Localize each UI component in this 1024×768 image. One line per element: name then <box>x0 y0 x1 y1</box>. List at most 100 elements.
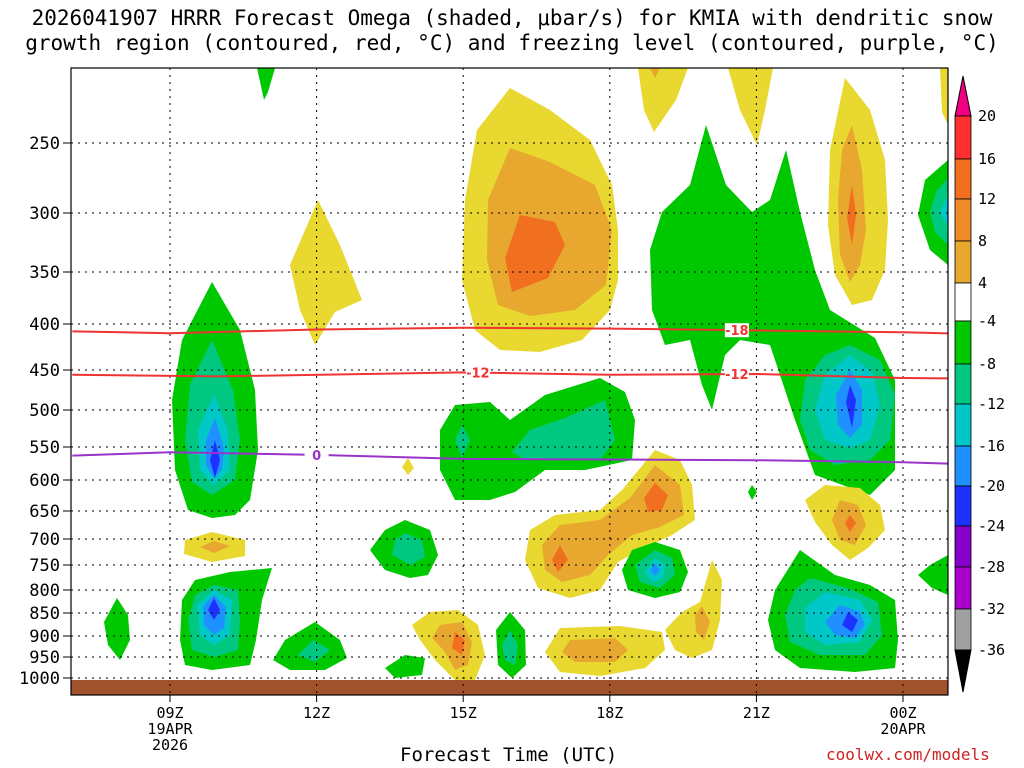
y-tick-label: 300 <box>29 204 60 224</box>
contour-label: -12 <box>466 367 490 382</box>
y-tick-label: 600 <box>29 471 60 491</box>
x-tick-sublabel: 2026 <box>152 736 188 754</box>
colorbar-label: -28 <box>978 558 1005 576</box>
plot-frame <box>70 67 949 696</box>
colorbar-band <box>954 608 972 651</box>
colorbar-label: -32 <box>978 600 1005 618</box>
contour-label: 0 <box>312 449 321 464</box>
y-tick-label: 400 <box>29 315 60 335</box>
omega-blob <box>562 638 628 662</box>
y-tick-label: 700 <box>29 530 60 550</box>
omega-blob <box>644 483 668 512</box>
omega-blob <box>402 458 414 475</box>
colorbar-band <box>954 320 972 365</box>
omega-blob <box>208 598 220 620</box>
omega-blob <box>290 200 362 345</box>
omega-blob <box>930 178 948 245</box>
colorbar-label: 20 <box>978 107 996 125</box>
x-tick-sublabel: 20APR <box>880 720 926 738</box>
colorbar-band <box>954 198 972 242</box>
x-tick-label: 15Z <box>450 704 477 722</box>
omega-shading <box>71 68 948 695</box>
x-axis-title: Forecast Time (UTC) <box>400 744 618 766</box>
omega-blob <box>210 440 220 478</box>
y-tick-label: 750 <box>29 556 60 576</box>
omega-blob <box>842 612 858 632</box>
contour-label-bg <box>724 367 749 382</box>
colorbar-label: 8 <box>978 232 987 250</box>
omega-blob <box>385 655 425 678</box>
contour-label: -18 <box>725 324 749 339</box>
colorbar-band <box>954 115 972 160</box>
y-tick-label: 800 <box>29 581 60 601</box>
colorbar-band <box>954 403 972 447</box>
y-tick-label: 500 <box>29 401 60 421</box>
x-tick-label: 00Z <box>889 704 916 722</box>
x-tick-label: 18Z <box>596 704 623 722</box>
ground-surface <box>71 680 948 695</box>
omega-blob <box>505 215 565 292</box>
colorbar-label: -16 <box>978 437 1005 455</box>
omega-blob <box>940 195 948 228</box>
chart-title-line-1: 2026041907 HRRR Forecast Omega (shaded, … <box>31 6 993 30</box>
omega-blob <box>392 533 425 565</box>
colorbar-band <box>954 282 972 322</box>
colorbar-band <box>954 445 972 487</box>
omega-blob <box>432 622 472 670</box>
y-tick-label: 850 <box>29 604 60 624</box>
omega-blob <box>104 598 130 660</box>
y-tick-label: 900 <box>29 627 60 647</box>
colorbar-label: -20 <box>978 477 1005 495</box>
omega-blob <box>298 640 330 662</box>
omega-blob <box>845 515 856 532</box>
colorbar-band <box>954 566 972 610</box>
colorbar-cap-top <box>954 75 972 117</box>
colorbar-label: -12 <box>978 395 1005 413</box>
colorbar-band <box>954 485 972 527</box>
colorbar-band <box>954 158 972 200</box>
colorbar-label: -4 <box>978 312 996 330</box>
omega-blob <box>257 68 275 100</box>
colorbar-band <box>954 240 972 284</box>
contour-label-bg <box>724 323 749 338</box>
colorbar-label: -8 <box>978 355 996 373</box>
omega-blob <box>502 630 518 665</box>
y-tick-label: 650 <box>29 502 60 522</box>
omega-blob <box>650 564 660 576</box>
omega-blob <box>650 68 660 78</box>
omega-blob <box>846 385 856 428</box>
y-tick-label: 1000 <box>19 669 60 689</box>
y-tick-label: 450 <box>29 361 60 381</box>
omega-blob <box>748 485 757 500</box>
y-tick-label: 550 <box>29 438 60 458</box>
omega-blob <box>200 541 230 553</box>
y-tick-label: 350 <box>29 263 60 283</box>
omega-blob <box>452 632 465 655</box>
x-tick-sublabel: 19APR <box>147 720 193 738</box>
colorbar: 20 16 12 8 4 -4 -8 -12 -16 -20 -24 -28 -32 -36 <box>954 75 1005 693</box>
omega-blob <box>695 606 710 640</box>
omega-blob <box>455 425 470 458</box>
contour-line <box>72 371 948 380</box>
colorbar-label: -36 <box>978 641 1005 659</box>
contour-label: -12 <box>725 368 749 383</box>
omega-blob <box>512 400 615 460</box>
credit-link[interactable]: coolwx.com/models <box>826 745 990 764</box>
contour-label-bg <box>465 365 490 380</box>
omega-blob <box>728 68 773 145</box>
colorbar-cap-bottom <box>954 649 972 693</box>
x-tick-label: 12Z <box>303 704 330 722</box>
omega-blob <box>665 560 722 658</box>
contour-label-bg <box>304 447 329 462</box>
contours: -18 -12 -12 0 <box>72 323 948 465</box>
omega-blob <box>918 555 948 595</box>
omega-blob <box>638 68 688 132</box>
colorbar-label: 16 <box>978 150 996 168</box>
omega-blob <box>847 185 856 245</box>
y-axis: 250 300 350 400 450 500 550 600 650 700 750 800 850 9… <box>19 134 71 689</box>
colorbar-label: -24 <box>978 517 1005 535</box>
colorbar-band <box>954 525 972 568</box>
x-tick-label: 21Z <box>743 704 770 722</box>
